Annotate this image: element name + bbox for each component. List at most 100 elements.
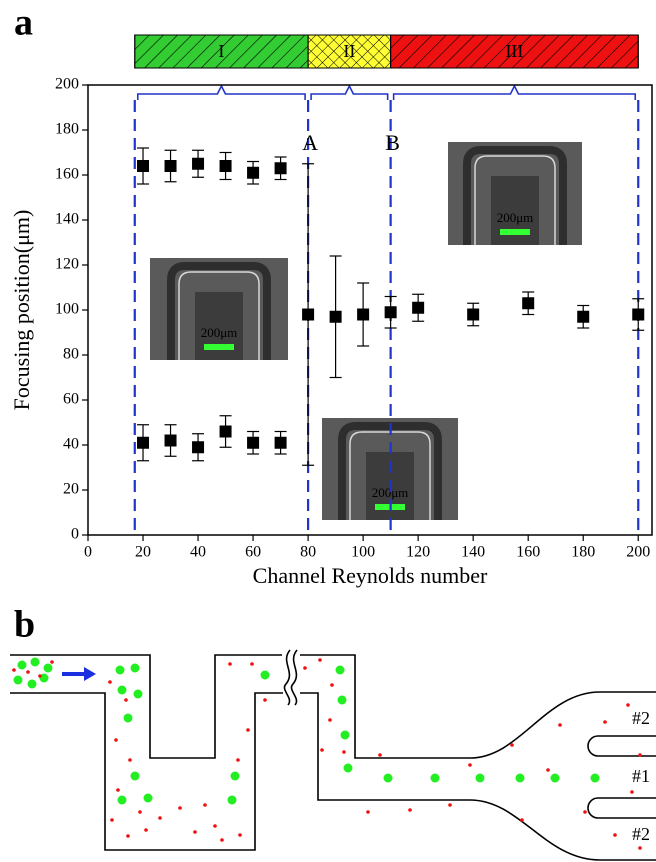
particle-small	[558, 723, 562, 727]
boundary-label: A	[302, 130, 318, 155]
particle-small	[603, 720, 607, 724]
scale-label: 200μm	[497, 210, 534, 225]
inset-image: 200μm	[448, 142, 582, 245]
x-tick-label: 160	[516, 544, 540, 561]
particle-large	[123, 713, 133, 723]
inset-channel	[463, 146, 567, 245]
particle-small	[328, 718, 332, 722]
particle-small	[138, 810, 142, 814]
data-point	[302, 308, 315, 321]
particle-large	[117, 685, 127, 695]
data-point	[467, 308, 480, 321]
particle-large	[43, 663, 53, 673]
particle-small	[378, 753, 382, 757]
particle-large	[475, 773, 485, 783]
particle-small	[546, 768, 550, 772]
y-tick-label: 0	[71, 526, 79, 543]
particle-small	[630, 790, 634, 794]
particle-small	[26, 670, 30, 674]
particle-large	[115, 665, 125, 675]
particle-large	[227, 795, 237, 805]
particle-small	[366, 810, 370, 814]
particle-small	[303, 666, 307, 670]
x-tick-label: 180	[571, 544, 595, 561]
region-label: III	[505, 41, 523, 61]
inset-image: 200μm	[150, 258, 288, 360]
schematic	[10, 649, 656, 861]
particle-small	[520, 818, 524, 822]
channel-break	[283, 649, 291, 706]
flow-arrow-head	[84, 667, 96, 681]
particle-small	[320, 748, 324, 752]
particle-small	[318, 658, 322, 662]
y-tick-label: 160	[55, 166, 79, 183]
region-label: I	[218, 41, 224, 61]
particle-small	[220, 838, 224, 842]
particle-large	[260, 670, 270, 680]
panel-label: b	[14, 604, 35, 646]
channel-wall	[10, 654, 282, 759]
x-axis-label: Channel Reynolds number	[253, 563, 488, 588]
y-axis-label: Focusing position(μm)	[9, 210, 34, 411]
channel-wall	[10, 692, 283, 851]
particle-small	[246, 728, 250, 732]
boundary-label: B	[385, 130, 400, 155]
outlet-label: #2	[632, 708, 650, 728]
particle-small	[583, 810, 587, 814]
particle-small	[12, 668, 16, 672]
particle-large	[230, 771, 240, 781]
particle-small	[126, 834, 130, 838]
region-brace	[392, 84, 637, 100]
outlet-label: #1	[632, 766, 650, 786]
splitter	[587, 735, 656, 757]
particle-small	[408, 808, 412, 812]
outlet-label: #2	[632, 824, 650, 844]
particle-small	[144, 828, 148, 832]
particle-large	[515, 773, 525, 783]
particle-large	[343, 763, 353, 773]
particle-small	[638, 753, 642, 757]
scale-bar	[204, 344, 234, 350]
particle-small	[263, 698, 267, 702]
y-tick-label: 80	[63, 346, 79, 363]
particle-large	[550, 773, 560, 783]
particle-small	[238, 833, 242, 837]
x-tick-label: 60	[245, 544, 261, 561]
particle-small	[38, 674, 42, 678]
particle-small	[203, 803, 207, 807]
y-tick-label: 40	[63, 436, 79, 453]
particle-large	[335, 665, 345, 675]
particle-small	[468, 763, 472, 767]
data-point	[632, 308, 645, 321]
particle-small	[213, 824, 217, 828]
data-point	[412, 301, 425, 314]
y-tick-label: 180	[55, 121, 79, 138]
channel-break	[290, 649, 298, 706]
particle-small	[50, 660, 54, 664]
region-hatch	[307, 34, 392, 69]
x-tick-label: 80	[300, 544, 316, 561]
y-tick-label: 60	[63, 391, 79, 408]
data-point	[522, 297, 535, 310]
particle-small	[114, 738, 118, 742]
particle-large	[27, 679, 37, 689]
x-tick-label: 140	[461, 544, 485, 561]
data-point	[219, 160, 232, 172]
scale-label: 200μm	[201, 325, 238, 340]
data-point	[274, 162, 287, 175]
particle-small	[236, 758, 240, 762]
particle-large	[117, 795, 127, 805]
particle-large	[337, 695, 347, 705]
particle-small	[250, 662, 254, 666]
region-brace	[136, 84, 306, 100]
y-tick-label: 120	[55, 256, 79, 273]
inset-channel	[167, 262, 271, 360]
panel-label: a	[14, 2, 33, 44]
particle-small	[128, 758, 132, 762]
particle-large	[17, 660, 27, 670]
data-point	[329, 310, 342, 323]
particle-small	[448, 803, 452, 807]
region-hatch	[390, 34, 639, 69]
particle-large	[13, 675, 23, 685]
particle-small	[228, 662, 232, 666]
